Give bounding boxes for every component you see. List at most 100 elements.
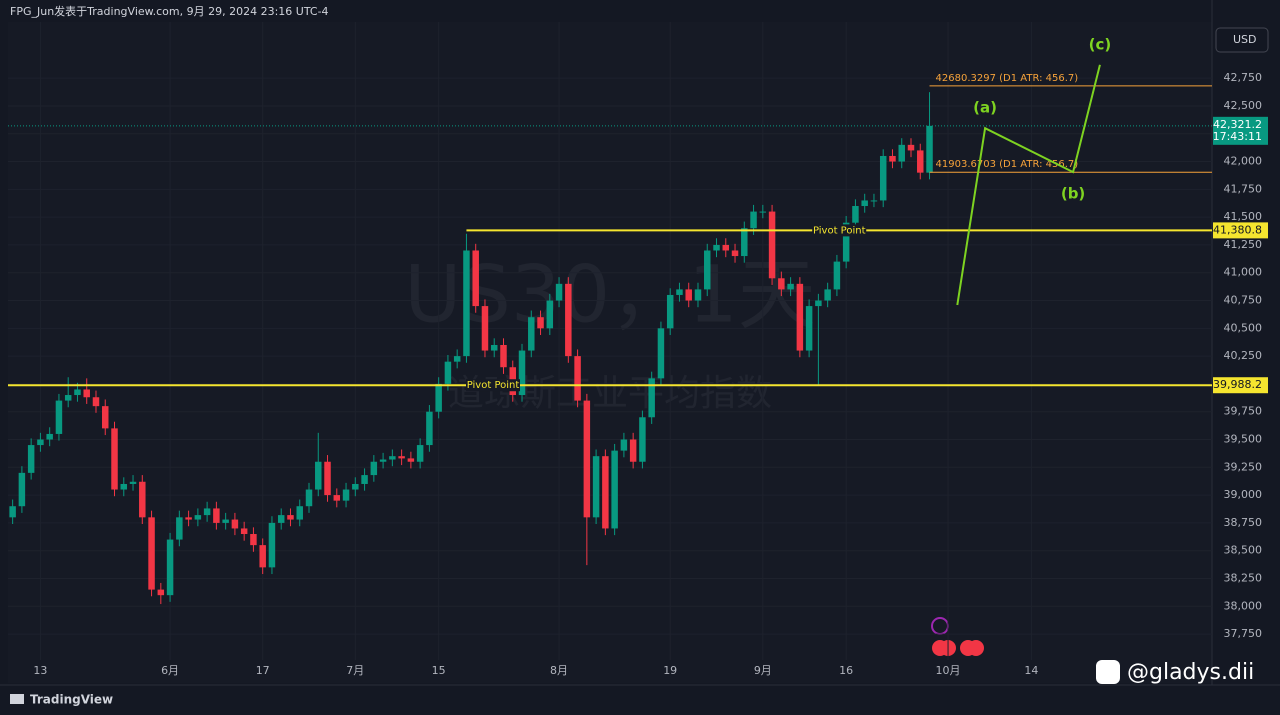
candle-body xyxy=(9,506,16,518)
brand: TradingView xyxy=(30,693,113,707)
countdown: 17:43:11 xyxy=(1213,130,1262,143)
candle-body xyxy=(879,155,887,201)
candle-body xyxy=(870,200,878,202)
candle-body xyxy=(389,456,396,460)
candle-body xyxy=(203,508,211,516)
candle-body xyxy=(528,317,535,351)
candle-body xyxy=(620,439,628,451)
candle-body xyxy=(64,395,72,401)
candle-body xyxy=(120,483,128,490)
candle-body xyxy=(157,589,165,596)
candle-body xyxy=(194,515,202,520)
candle-body xyxy=(361,475,368,484)
candle-body xyxy=(416,445,424,462)
candle-body xyxy=(250,534,257,546)
watermark-name: 道琼斯工业平均指数 xyxy=(448,373,772,414)
candle-body xyxy=(778,278,785,290)
candle-body xyxy=(55,400,63,434)
candle-body xyxy=(833,261,841,290)
candle-body xyxy=(435,383,442,412)
candle-body xyxy=(611,450,618,529)
y-tick-label: 39,000 xyxy=(1224,488,1263,501)
candle-body xyxy=(889,155,896,162)
y-tick-label: 41,500 xyxy=(1224,210,1263,223)
y-tick-label: 40,250 xyxy=(1224,349,1263,362)
x-tick-label: 19 xyxy=(663,664,677,677)
x-tick-label: 6月 xyxy=(161,664,179,677)
credit: @gladys.dii xyxy=(1127,660,1254,685)
candle-body xyxy=(379,459,387,462)
candle-body xyxy=(852,206,859,223)
candle-body xyxy=(398,456,405,459)
event-icon[interactable] xyxy=(968,640,984,656)
candle-body xyxy=(796,283,804,351)
level-label: Pivot Point xyxy=(467,380,520,391)
y-tick-label: 42,750 xyxy=(1224,71,1263,84)
y-tick-label: 37,750 xyxy=(1224,627,1263,640)
y-tick-label: 41,000 xyxy=(1224,266,1263,279)
candle-body xyxy=(407,458,415,462)
y-tick-label: 39,500 xyxy=(1224,433,1263,446)
currency-label: USD xyxy=(1233,33,1257,46)
candle-body xyxy=(463,250,470,357)
candle-body xyxy=(842,222,850,262)
candle-body xyxy=(27,445,35,473)
y-tick-label: 42,500 xyxy=(1224,99,1263,112)
candle-body xyxy=(490,344,498,351)
candle-body xyxy=(240,528,248,535)
x-tick-label: 8月 xyxy=(550,664,568,677)
candle-body xyxy=(324,461,331,496)
candle-body xyxy=(805,306,813,351)
candle-body xyxy=(315,461,322,490)
candle-body xyxy=(824,289,831,301)
brand-logo xyxy=(10,694,24,704)
candle-body xyxy=(453,356,461,362)
x-tick-label: 13 xyxy=(33,664,47,677)
candle-body xyxy=(574,356,581,401)
candle-body xyxy=(148,517,155,590)
x-tick-label: 17 xyxy=(256,664,270,677)
candle-body xyxy=(750,211,757,229)
candle-body xyxy=(37,439,44,446)
y-tick-label: 41,250 xyxy=(1224,238,1263,251)
last-price-badge xyxy=(1213,116,1268,145)
candle-body xyxy=(629,439,637,462)
level-label-bg xyxy=(466,379,520,392)
header-title: FPG_Jun发表于TradingView.com, 9月 29, 2024 2… xyxy=(10,4,329,18)
candle-body xyxy=(685,289,692,301)
currency-button[interactable] xyxy=(1215,27,1269,53)
x-tick-label: 7月 xyxy=(346,664,364,677)
level-label: Pivot Point xyxy=(813,225,866,236)
wave-line xyxy=(956,64,1101,306)
candle-body xyxy=(657,328,665,379)
candle-body xyxy=(518,350,526,396)
y-tick-label: 41,750 xyxy=(1224,182,1263,195)
x-tick-label: 9月 xyxy=(754,664,772,677)
candle-body xyxy=(583,400,591,518)
level-label: 42680.3297 (D1 ATR: 456.7) xyxy=(936,73,1079,84)
social-icon xyxy=(1096,660,1120,684)
candle-body xyxy=(111,428,118,490)
candle-body xyxy=(46,433,53,440)
candle-body xyxy=(222,519,229,523)
wave-label: (b) xyxy=(1061,185,1085,203)
y-tick-label: 38,250 xyxy=(1224,571,1263,584)
candle-body xyxy=(666,294,674,329)
wave-label: (a) xyxy=(973,99,997,117)
candle-body xyxy=(555,283,563,301)
candle-body xyxy=(907,144,915,151)
candle-body xyxy=(102,406,109,429)
x-tick-label: 14 xyxy=(1024,664,1038,677)
candle-body xyxy=(185,517,192,520)
candle-body xyxy=(741,228,748,257)
candle-body xyxy=(296,506,303,520)
y-tick-label: 40,500 xyxy=(1224,321,1263,334)
candle-body xyxy=(648,378,655,418)
candle-body xyxy=(176,517,183,540)
candle-body xyxy=(213,508,220,523)
candle-body xyxy=(731,250,739,257)
candle-body xyxy=(565,283,572,357)
y-tick-label: 40,750 xyxy=(1224,294,1263,307)
x-tick-label: 16 xyxy=(839,664,853,677)
